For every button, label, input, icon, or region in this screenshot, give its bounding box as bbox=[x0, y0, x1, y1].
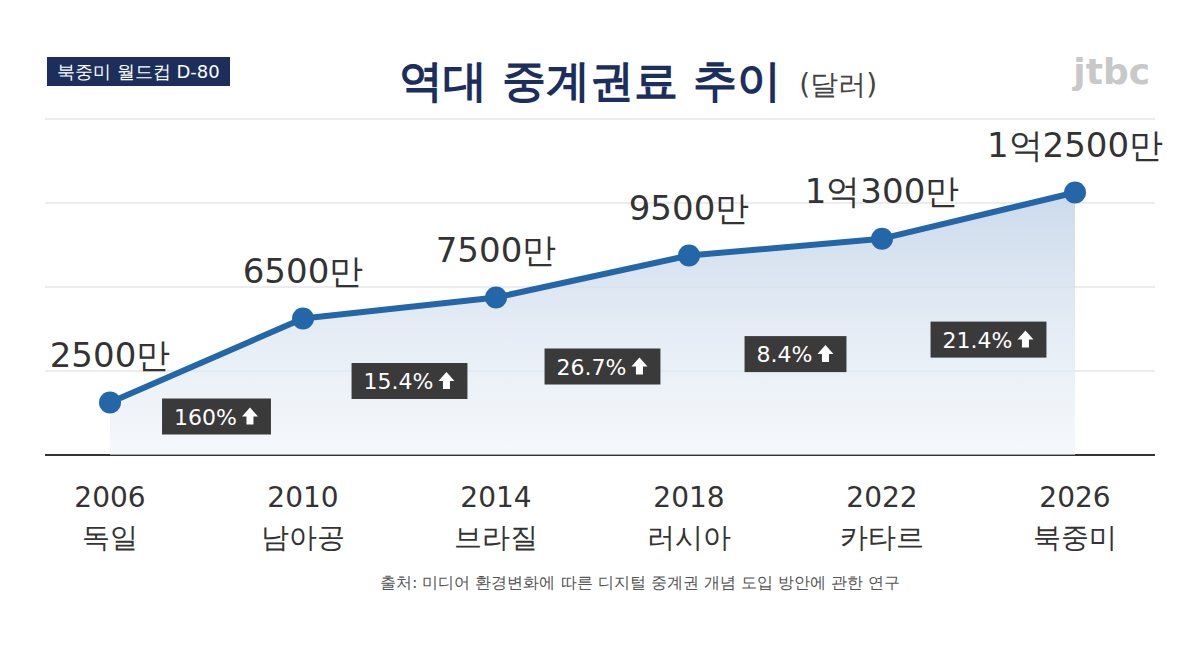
growth-box bbox=[545, 349, 661, 385]
x-tick-label: 2018 러시아 bbox=[647, 481, 731, 554]
data-label: 6500만 bbox=[243, 251, 364, 291]
line bbox=[110, 193, 1075, 403]
logo: jtbc bbox=[1071, 51, 1150, 92]
growth-text: 21.4% bbox=[943, 328, 1013, 353]
arrow-icon bbox=[438, 372, 454, 389]
x-tick-line: 남아공 bbox=[261, 521, 345, 554]
x-tick-line: 2014 bbox=[460, 481, 531, 514]
x-tick-label: 2010 남아공 bbox=[261, 481, 345, 554]
x-tick-label: 2006 독일 bbox=[74, 481, 145, 554]
marker bbox=[292, 308, 314, 330]
data-label: 1억2500만 bbox=[987, 125, 1163, 165]
tag-text: 북중미 월드컵 D-80 bbox=[57, 61, 220, 82]
data-labels: 2500만 6500만 7500만 9500만 1억300만 1억2500만 bbox=[50, 125, 1163, 375]
x-tick-line: 북중미 bbox=[1033, 521, 1117, 554]
tag: 북중미 월드컵 D-80 bbox=[47, 57, 230, 86]
x-tick-line: 2010 bbox=[267, 481, 338, 514]
arrow-icon bbox=[631, 358, 647, 375]
tag-box bbox=[47, 57, 230, 86]
x-tick-line: 브라질 bbox=[454, 521, 538, 554]
marker bbox=[99, 392, 121, 414]
x-tick-label: 2026 북중미 bbox=[1033, 481, 1117, 554]
marker bbox=[871, 228, 893, 250]
marker bbox=[1064, 182, 1086, 204]
growth-label: 21.4% bbox=[931, 322, 1047, 358]
x-tick-line: 독일 bbox=[82, 521, 138, 554]
growth-box bbox=[352, 363, 468, 399]
x-tick-line: 2022 bbox=[846, 481, 917, 514]
arrow-icon bbox=[1017, 331, 1033, 348]
grid-line bbox=[45, 202, 1155, 204]
x-tick-line: 2006 bbox=[74, 481, 145, 514]
chart: 북중미 월드컵 D-80역대 중계권료 추이(달러)jtbc160%15.4%2… bbox=[0, 0, 1200, 666]
x-tick-line: 카타르 bbox=[840, 521, 924, 554]
annotations: 160% 15.4% 26.7% 8.4% 21.4% bbox=[162, 322, 1046, 435]
marker bbox=[678, 245, 700, 267]
growth-label: 160% bbox=[162, 399, 271, 435]
x-axis-labels: 2006 독일 2010 남아공 2014 브라질 2018 러시아 2022 카타르 2026 북중… bbox=[74, 481, 1117, 554]
growth-text: 15.4% bbox=[364, 369, 434, 394]
x-tick-label: 2022 카타르 bbox=[840, 481, 924, 554]
grid bbox=[45, 119, 1155, 455]
x-tick-line: 2026 bbox=[1039, 481, 1110, 514]
data-label: 7500만 bbox=[436, 230, 557, 270]
data-label: 9500만 bbox=[629, 188, 750, 228]
arrow-icon bbox=[817, 345, 833, 362]
growth-text: 8.4% bbox=[757, 342, 813, 367]
source: 출처: 미디어 환경변화에 따른 디지털 중계권 개념 도입 방안에 관한 연구 bbox=[380, 573, 900, 592]
growth-box bbox=[931, 322, 1047, 358]
x-tick-line: 2018 bbox=[653, 481, 724, 514]
x-tick-line: 러시아 bbox=[647, 521, 731, 554]
subtitle: (달러) bbox=[799, 68, 877, 101]
plot-area bbox=[99, 182, 1086, 456]
growth-box bbox=[745, 336, 847, 372]
growth-box bbox=[162, 399, 271, 435]
title: 역대 중계권료 추이 bbox=[399, 55, 782, 106]
x-tick-label: 2014 브라질 bbox=[454, 481, 538, 554]
data-label: 2500만 bbox=[50, 335, 171, 375]
data-label: 1억300만 bbox=[805, 171, 960, 211]
area bbox=[110, 193, 1075, 456]
growth-text: 160% bbox=[174, 405, 237, 430]
growth-label: 8.4% bbox=[745, 336, 847, 372]
grid-line bbox=[45, 118, 1155, 120]
marker bbox=[485, 287, 507, 309]
growth-text: 26.7% bbox=[557, 355, 627, 380]
growth-label: 15.4% bbox=[352, 363, 468, 399]
growth-label: 26.7% bbox=[545, 349, 661, 385]
arrow-icon bbox=[242, 408, 258, 425]
